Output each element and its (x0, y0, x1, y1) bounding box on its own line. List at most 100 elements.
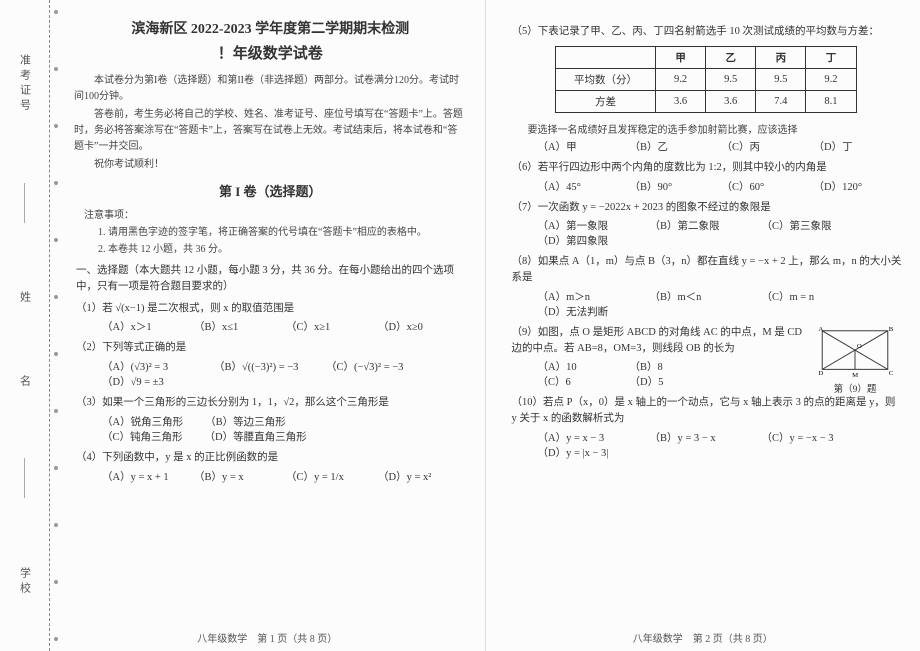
q5-opt-d: （D）丁 (814, 139, 884, 154)
part-a-instructions: 一、选择题（本大题共 12 小题，每小题 3 分，共 36 分。在每小题给出的四… (76, 263, 467, 295)
svg-text:A: A (818, 326, 823, 333)
q3-opt-c: （C）钝角三角形 (102, 429, 183, 444)
q10-opt-b: （B）y = 3 − x (650, 430, 740, 445)
intro-p1: 本试卷分为第I卷（选择题）和第II卷（非选择题）两部分。试卷满分120分。考试时… (74, 73, 467, 105)
q9-figcaption: 第（9）题 (816, 381, 894, 395)
q5-th: 甲 (656, 46, 706, 68)
q5-td: 9.2 (656, 68, 706, 90)
q3-stem: （3）如果一个三角形的三边长分别为 1，1，√2，那么这个三角形是 (76, 395, 467, 411)
q1-options: （A）x＞1 （B）x≤1 （C）x≥1 （D）x≥0 (102, 319, 467, 334)
page-1: 滨海新区 2022-2023 学年度第二学期期末检测 ！年级数学试卷 本试卷分为… (50, 0, 486, 651)
q5-td: 9.5 (706, 68, 756, 90)
q5-opt-a: （A）甲 (538, 139, 608, 154)
q4-opt-a: （A）y = x + 1 (102, 469, 172, 484)
q7-stem: （7）一次函数 y = −2022x + 2023 的图象不经过的象限是 (512, 200, 903, 216)
intro-p3: 祝你考试顺利！ (74, 157, 467, 173)
q6-opt-c: （C）60° (722, 179, 792, 194)
q5-th (556, 46, 656, 68)
q5-opt-b: （B）乙 (630, 139, 700, 154)
q8-opt-d: （D）无法判断 (538, 304, 628, 319)
q10-stem: （10）若点 P（x，0）是 x 轴上的一个动点，它与 x 轴上表示 3 的点的… (512, 395, 903, 427)
q6-stem: （6）若平行四边形中两个内角的度数比为 1:2，则其中较小的内角是 (512, 160, 903, 176)
svg-text:B: B (889, 326, 894, 333)
q2-opt-c: （C）(−√3)² = −3 (326, 359, 416, 374)
svg-text:O: O (857, 343, 862, 350)
q5-td: 9.5 (756, 68, 806, 90)
q5-th: 丁 (806, 46, 856, 68)
q2-options: （A）(√3)² = 3 （B）√((−3)²) = −3 （C）(−√3)² … (102, 359, 467, 389)
q5-td: 8.1 (806, 90, 856, 112)
svg-text:D: D (818, 370, 823, 377)
q1-opt-a: （A）x＞1 (102, 319, 172, 334)
q9-figure: A B C D O M 第（9）题 (816, 325, 894, 395)
q5-options: （A）甲 （B）乙 （C）丙 （D）丁 (538, 139, 903, 154)
q6-opt-d: （D）120° (814, 179, 884, 194)
q2-opt-d: （D）√9 = ±3 (102, 374, 192, 389)
q6-opt-a: （A）45° (538, 179, 608, 194)
q5-td: 3.6 (656, 90, 706, 112)
q9-opt-a: （A）10 (538, 359, 608, 374)
q3-opt-d: （D）等腰直角三角形 (205, 429, 307, 444)
q5-tail: 要选择一名成绩好且发挥稳定的选手参加射箭比赛，应该选择 (528, 121, 903, 136)
q1-stem: （1）若 √(x−1) 是二次根式，则 x 的取值范围是 (76, 301, 467, 317)
q7-opt-c: （C）第三象限 (762, 218, 852, 233)
page-2-footer: 八年级数学 第 2 页（共 8 页） (486, 630, 920, 645)
q5-td: 3.6 (706, 90, 756, 112)
pages-container: 滨海新区 2022-2023 学年度第二学期期末检测 ！年级数学试卷 本试卷分为… (50, 0, 920, 651)
q9-opt-d: （D）5 (630, 374, 700, 389)
exam-paper: 准考证号 姓 名 学校 滨海新区 2022-2023 学年度第二学期期末检测 ！… (0, 0, 920, 651)
q7-opt-b: （B）第二象限 (650, 218, 740, 233)
q5-opt-c: （C）丙 (722, 139, 792, 154)
q4-options: （A）y = x + 1 （B）y = x （C）y = 1/x （D）y = … (102, 469, 467, 484)
notice-head: 注意事项： (84, 206, 467, 221)
q3-opt-a: （A）锐角三角形 (102, 414, 183, 429)
q6-opt-b: （B）90° (630, 179, 700, 194)
binding-label: 姓 (17, 291, 33, 306)
q10-opt-d: （D）y = |x − 3| (538, 445, 628, 460)
q10-opt-c: （C）y = −x − 3 (762, 430, 852, 445)
q8-options: （A）m＞n （B）m＜n （C）m = n （D）无法判断 (538, 289, 903, 319)
q4-opt-b: （B）y = x (194, 469, 264, 484)
svg-text:C: C (889, 370, 894, 377)
q4-opt-d: （D）y = x² (378, 469, 448, 484)
q3-options: （A）锐角三角形 （B）等边三角形 （C）钝角三角形 （D）等腰直角三角形 (102, 414, 382, 444)
binding-label: 学校 (17, 567, 33, 597)
page-2: （5）下表记录了甲、乙、丙、丁四名射箭选手 10 次测试成绩的平均数与方差： 甲… (486, 0, 920, 651)
q9-options: （A）10 （B）8 （C）6 （D）5 (538, 359, 758, 389)
q5-th: 丙 (756, 46, 806, 68)
binding-line (24, 458, 25, 498)
intro-p2: 答卷前，考生务必将自己的学校、姓名、准考证号、座位号填写在“答题卡”上。答题时，… (74, 107, 467, 155)
notice-2: 2. 本卷共 12 小题，共 36 分。 (98, 240, 467, 255)
q8-opt-b: （B）m＜n (650, 289, 740, 304)
q10-opt-a: （A）y = x − 3 (538, 430, 628, 445)
q5-td: 7.4 (756, 90, 806, 112)
q5-td: 9.2 (806, 68, 856, 90)
q5-table: 甲 乙 丙 丁 平均数（分） 9.2 9.5 9.5 9.2 方差 3.6 3.… (555, 46, 857, 113)
q1-opt-b: （B）x≤1 (194, 319, 264, 334)
q7-opt-a: （A）第一象限 (538, 218, 628, 233)
q6-options: （A）45° （B）90° （C）60° （D）120° (538, 179, 903, 194)
section-1-heading: 第 I 卷（选择题） (74, 181, 467, 200)
q10-options: （A）y = x − 3 （B）y = 3 − x （C）y = −x − 3 … (538, 430, 903, 460)
q3-opt-b: （B）等边三角形 (205, 414, 286, 429)
q2-opt-a: （A）(√3)² = 3 (102, 359, 192, 374)
exam-title-line1: 滨海新区 2022-2023 学年度第二学期期末检测 (74, 18, 467, 38)
q8-opt-c: （C）m = n (762, 289, 852, 304)
q4-stem: （4）下列函数中，y 是 x 的正比例函数的是 (76, 450, 467, 466)
binding-label: 准考证号 (17, 54, 33, 114)
q1-opt-d: （D）x≥0 (378, 319, 448, 334)
page-1-footer: 八年级数学 第 1 页（共 8 页） (50, 630, 485, 645)
q5-td: 平均数（分） (556, 68, 656, 90)
q2-stem: （2）下列等式正确的是 (76, 340, 467, 356)
binding-label: 名 (17, 375, 33, 390)
q5-stem: （5）下表记录了甲、乙、丙、丁四名射箭选手 10 次测试成绩的平均数与方差： (512, 24, 903, 40)
q1-opt-c: （C）x≥1 (286, 319, 356, 334)
exam-title-line2: ！年级数学试卷 (74, 42, 467, 63)
q4-opt-c: （C）y = 1/x (286, 469, 356, 484)
q7-opt-d: （D）第四象限 (538, 233, 628, 248)
q2-opt-b: （B）√((−3)²) = −3 (214, 359, 304, 374)
q9-opt-b: （B）8 (630, 359, 700, 374)
binding-margin: 准考证号 姓 名 学校 (0, 0, 50, 651)
q9-opt-c: （C）6 (538, 374, 608, 389)
notice-1: 1. 请用黑色字迹的签字笔，将正确答案的代号填在“答题卡”相应的表格中。 (98, 223, 467, 238)
